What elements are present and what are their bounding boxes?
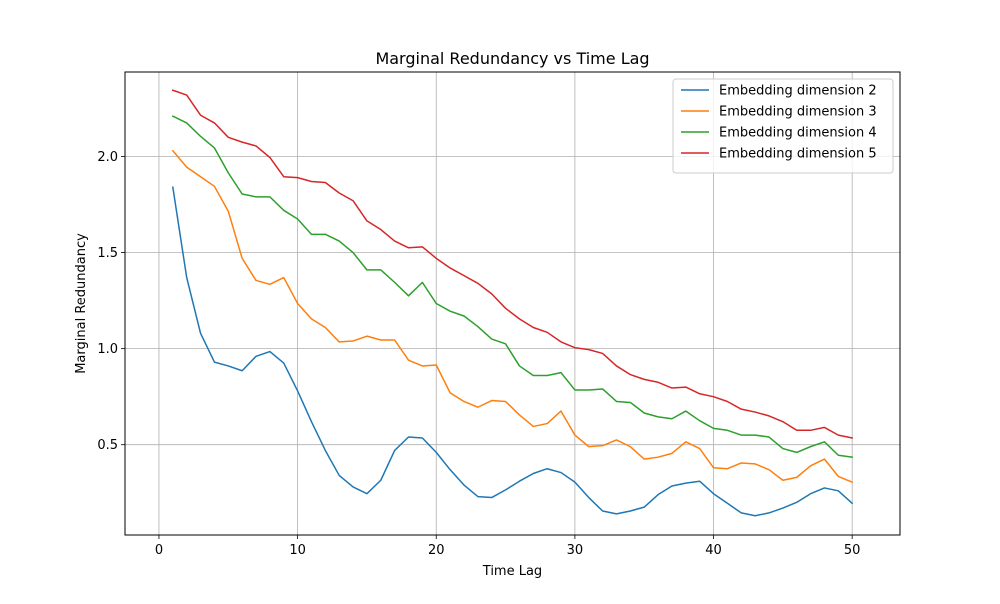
x-tick-label: 40	[705, 543, 722, 558]
series-line-1	[171, 186, 854, 517]
y-tick-label: 2.0	[97, 150, 118, 165]
y-tick-label: 1.0	[97, 342, 118, 357]
series-line-3	[171, 115, 854, 459]
y-axis-label: Marginal Redundancy	[74, 233, 89, 374]
axis-ticks: 0 10 20 30 40 50 0.5 1.0 1.5 2.0	[97, 150, 860, 558]
x-axis-label: Time Lag	[482, 564, 542, 579]
x-tick-label: 20	[428, 543, 445, 558]
x-tick-label: 0	[155, 543, 163, 558]
legend-label-4: Embedding dimension 5	[719, 147, 877, 162]
series-line-2	[171, 149, 854, 484]
chart-title: Marginal Redundancy vs Time Lag	[375, 49, 649, 68]
y-tick-label: 0.5	[97, 438, 118, 453]
legend-label-2: Embedding dimension 3	[719, 105, 877, 120]
legend-label-3: Embedding dimension 4	[719, 126, 877, 141]
legend-label-1: Embedding dimension 2	[719, 84, 877, 99]
x-tick-label: 50	[844, 543, 861, 558]
x-tick-label: 10	[289, 543, 306, 558]
x-tick-label: 30	[567, 543, 584, 558]
y-tick-label: 1.5	[97, 246, 118, 261]
series-line-4	[171, 89, 854, 439]
legend: Embedding dimension 2 Embedding dimension…	[672, 78, 894, 174]
legend-box	[672, 78, 894, 174]
plot-frame	[124, 71, 901, 536]
series-lines	[171, 89, 854, 517]
